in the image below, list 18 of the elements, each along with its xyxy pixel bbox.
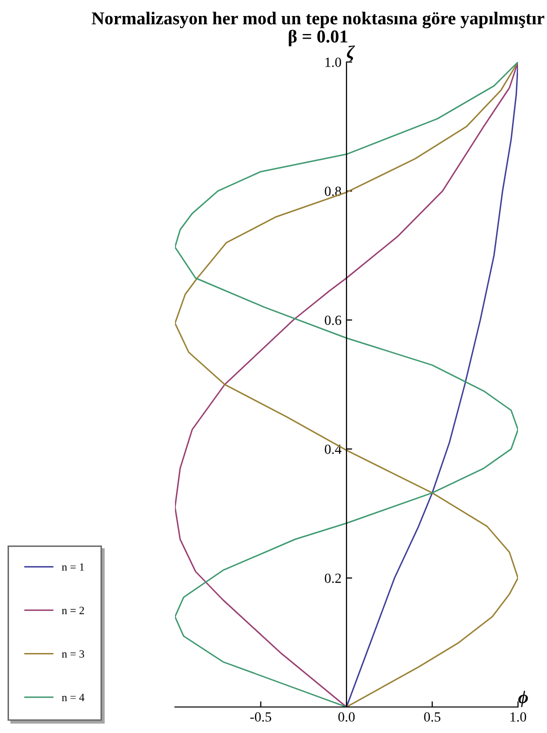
x-tick-label: 1.0 [510,712,526,722]
y-tick-label: 0.8 [324,186,342,196]
y-tick-label: 0.4 [324,444,342,454]
x-tick-label: -0.5 [250,712,272,722]
x-tick-label: 0.0 [338,712,355,722]
legend-label: n = 3 [62,650,84,658]
x-tick-label: 0.5 [424,712,440,722]
line-series [346,62,518,707]
chart-title: Normalizasyon her mod un tepe noktasına göre yapılmıştır [92,12,544,28]
x-axis-title: ϕ [518,690,528,707]
legend-label: n = 2 [62,606,84,614]
chart-subtitle: β = 0.01 [288,30,348,46]
y-tick-label: 1.0 [326,58,342,68]
legend-label: n = 4 [62,694,84,702]
y-tick-label: 0.2 [324,574,341,584]
y-axis-title: ζ [346,46,355,62]
legend-label: n = 1 [62,563,84,571]
y-tick-label: 0.6 [324,316,342,326]
